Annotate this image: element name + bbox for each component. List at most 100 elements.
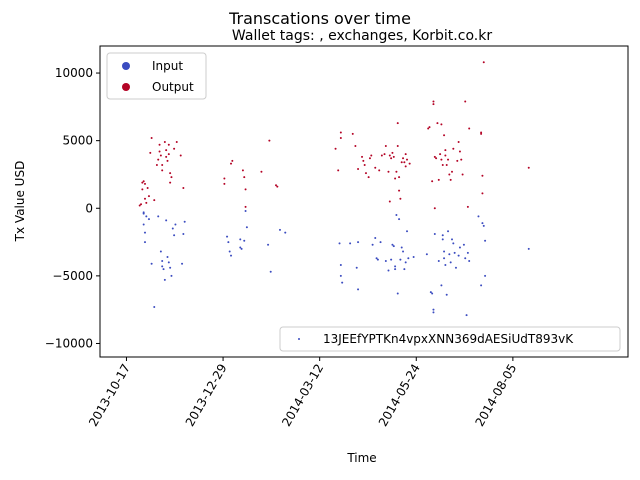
- input-point-2: [143, 231, 146, 234]
- input-point-45: [355, 266, 358, 269]
- output-point-100: [445, 163, 448, 166]
- input-point-101: [481, 222, 484, 225]
- output-point-36: [241, 169, 244, 172]
- chart-title: Transcations over time: [228, 9, 411, 28]
- output-point-28: [170, 176, 173, 179]
- input-point-26: [226, 235, 229, 238]
- output-point-93: [439, 153, 442, 156]
- input-point-36: [267, 243, 270, 246]
- input-point-3: [143, 241, 146, 244]
- x-axis-label: Time: [346, 451, 376, 465]
- input-point-32: [240, 247, 243, 250]
- output-point-71: [396, 122, 399, 125]
- input-point-5: [145, 215, 148, 218]
- output-point-49: [354, 145, 357, 148]
- y-tick-label-3: 5000: [62, 134, 93, 148]
- input-point-97: [466, 251, 469, 254]
- output-point-79: [404, 165, 407, 168]
- output-point-104: [451, 170, 453, 173]
- output-point-81: [406, 158, 409, 161]
- output-point-118: [482, 61, 485, 64]
- input-point-102: [482, 224, 485, 227]
- output-point-24: [167, 143, 170, 146]
- output-point-19: [161, 163, 164, 166]
- input-point-39: [284, 231, 287, 234]
- output-point-0: [138, 204, 141, 207]
- input-point-63: [399, 258, 402, 261]
- output-point-56: [368, 157, 371, 160]
- y-tick-label-2: 0: [85, 201, 93, 215]
- output-point-17: [159, 154, 162, 157]
- input-point-60: [395, 214, 398, 217]
- input-point-10: [159, 250, 162, 253]
- output-point-66: [390, 157, 393, 160]
- output-point-106: [456, 159, 459, 162]
- output-point-40: [260, 170, 263, 173]
- output-point-21: [165, 155, 168, 158]
- input-point-91: [454, 266, 457, 269]
- input-point-99: [477, 215, 480, 218]
- input-point-87: [449, 261, 452, 264]
- input-point-13: [162, 268, 165, 271]
- output-point-52: [362, 159, 365, 162]
- input-point-30: [239, 238, 242, 241]
- input-point-71: [425, 253, 428, 256]
- output-point-65: [388, 154, 391, 157]
- output-point-61: [383, 153, 386, 156]
- output-point-9: [147, 195, 150, 198]
- input-point-69: [407, 257, 410, 260]
- input-point-65: [402, 250, 405, 253]
- input-point-56: [391, 243, 394, 246]
- input-point-49: [374, 237, 377, 240]
- output-point-46: [339, 131, 342, 134]
- output-point-64: [388, 200, 391, 203]
- output-point-69: [394, 177, 397, 180]
- x-tick-label-4: 2014-08-05: [472, 362, 519, 429]
- output-point-32: [223, 182, 226, 185]
- output-point-12: [153, 199, 156, 202]
- input-point-35: [245, 226, 248, 229]
- input-point-6: [147, 218, 150, 221]
- input-point-92: [457, 254, 460, 257]
- output-point-39: [244, 205, 247, 208]
- output-point-60: [380, 154, 383, 157]
- output-point-87: [432, 100, 435, 103]
- input-point-79: [441, 234, 444, 237]
- input-point-23: [181, 262, 184, 265]
- output-point-47: [339, 136, 342, 139]
- input-point-24: [182, 232, 185, 235]
- output-point-111: [464, 100, 467, 103]
- input-point-95: [464, 257, 467, 260]
- output-point-18: [161, 169, 164, 172]
- input-point-82: [443, 257, 446, 260]
- output-point-31: [182, 186, 185, 189]
- output-point-42: [275, 184, 277, 187]
- input-point-64: [400, 246, 403, 249]
- input-point-33: [243, 239, 246, 242]
- input-point-22: [174, 223, 177, 226]
- legend-top: Input Output: [106, 52, 207, 100]
- output-point-11: [150, 136, 153, 139]
- input-point-44: [349, 242, 352, 245]
- output-point-68: [392, 155, 395, 158]
- output-point-10: [149, 151, 152, 154]
- plot-area: [99, 45, 629, 358]
- input-point-72: [429, 291, 432, 294]
- legend-wallet-label: 13JEEfYPTKn4vpxXNN369dAESiUdT893vK: [323, 332, 574, 346]
- y-tick-label-0: −10000: [45, 336, 93, 350]
- output-point-6: [143, 197, 146, 200]
- input-point-55: [390, 258, 393, 261]
- input-point-62: [398, 218, 401, 221]
- output-point-119: [527, 166, 530, 169]
- legend-input-label: Input: [152, 59, 183, 73]
- output-point-57: [370, 154, 373, 157]
- output-point-29: [175, 141, 178, 143]
- input-point-37: [269, 270, 272, 273]
- input-point-77: [437, 260, 440, 262]
- input-point-53: [384, 260, 387, 262]
- output-point-7: [145, 201, 148, 204]
- input-point-19: [170, 274, 173, 277]
- legend-top-box: [106, 52, 207, 100]
- output-point-33: [223, 177, 226, 180]
